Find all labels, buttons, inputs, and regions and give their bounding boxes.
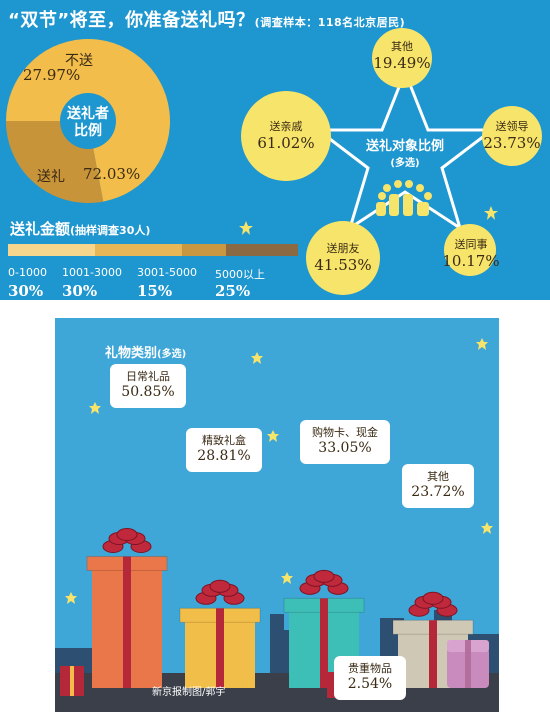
donut-center-label: 送礼者 比例 bbox=[53, 106, 123, 140]
credit-line: 新京报制图/郭宇 bbox=[152, 687, 226, 698]
amount-segment-1 bbox=[8, 244, 95, 256]
amount-value-2: 30% bbox=[62, 282, 98, 300]
bubble-leaders-text: 送领导 23.73% bbox=[483, 120, 541, 152]
gift-bow-icon bbox=[102, 528, 152, 554]
giver-ratio-donut: 送礼者 比例 不送 27.97% 送礼 72.03% bbox=[3, 36, 173, 206]
amount-subtitle: (抽样调查30人) bbox=[70, 224, 151, 237]
gift-category-panel: 礼物类别(多选) 日常礼品 50.85% 精致礼盒 28.81% 购物卡、现金 33.… bbox=[55, 318, 499, 712]
pink-gift-box bbox=[447, 640, 489, 688]
gift-chart-subtitle: (多选) bbox=[157, 349, 187, 360]
amount-segment-3 bbox=[182, 244, 226, 256]
bubble-leaders bbox=[482, 106, 542, 166]
callout-bubble bbox=[334, 656, 406, 700]
callout-bubble bbox=[186, 428, 262, 472]
bubble-friends bbox=[306, 221, 380, 295]
callout-other: 其他 23.72% bbox=[411, 470, 465, 500]
night-stars bbox=[65, 338, 493, 604]
callout-daily-gift: 日常礼品 50.85% bbox=[121, 370, 175, 400]
small-gift-box bbox=[60, 666, 84, 696]
amount-segment-2 bbox=[95, 244, 182, 256]
donut-center-line1: 送礼者 bbox=[67, 106, 109, 122]
amount-range-3: 3001-5000 bbox=[137, 266, 197, 279]
callout-luxury: 贵重物品 2.54% bbox=[347, 662, 393, 692]
amount-range-1: 0-1000 bbox=[8, 266, 47, 279]
donut-label-notgive: 不送 bbox=[65, 53, 93, 69]
amount-value-3: 15% bbox=[137, 282, 173, 300]
recipient-star-chart bbox=[239, 28, 542, 295]
amount-range-2: 1001-3000 bbox=[62, 266, 122, 279]
page-title: “双节”将至，你准备送礼吗？(调查样本：118名北京居民) bbox=[8, 10, 406, 31]
people-icon bbox=[376, 180, 432, 216]
star-title-line2: (多选) bbox=[390, 158, 420, 169]
callout-bubble bbox=[300, 420, 390, 464]
gift-bow-icon bbox=[195, 579, 245, 605]
amount-range-4: 5000以上 bbox=[215, 268, 265, 281]
deco-star bbox=[484, 206, 498, 220]
gift-bar-chart bbox=[55, 338, 499, 712]
bubble-relatives-text: 送亲戚 61.02% bbox=[257, 120, 315, 152]
amount-segment-4 bbox=[226, 244, 298, 256]
gift-ribbon bbox=[123, 556, 131, 688]
bubble-friends-text: 送朋友 41.53% bbox=[314, 242, 372, 274]
donut-value-notgive: 27.97% bbox=[23, 66, 81, 84]
top-panel: “双节”将至，你准备送礼吗？(调查样本：118名北京居民) 送礼者 比例 不送 … bbox=[0, 0, 550, 300]
bubble-relatives bbox=[241, 91, 331, 181]
survey-sample-note: (调查样本：118名北京居民) bbox=[254, 16, 406, 29]
gift-ribbon bbox=[216, 608, 224, 688]
gift-bow-icon bbox=[299, 569, 349, 595]
bubble-colleagues bbox=[444, 224, 496, 276]
big-star bbox=[313, 67, 497, 232]
callout-bubble bbox=[402, 464, 474, 508]
callout-layer bbox=[110, 364, 474, 700]
donut-value-give: 72.03% bbox=[83, 165, 141, 183]
deco-star bbox=[239, 221, 253, 235]
bubble-colleagues-text: 送同事 10.17% bbox=[442, 238, 500, 270]
amount-value-1: 30% bbox=[8, 282, 44, 300]
callout-bubble bbox=[110, 364, 186, 408]
gift-ribbon bbox=[429, 620, 437, 688]
gift-ribbon bbox=[320, 598, 328, 688]
amount-value-4: 25% bbox=[215, 282, 251, 300]
callout-card-cash: 购物卡、现金 33.05% bbox=[312, 426, 378, 456]
donut-center-line2: 比例 bbox=[74, 123, 102, 139]
callout-gift-box: 精致礼盒 28.81% bbox=[197, 434, 251, 464]
bubble-other-text: 其他 19.49% bbox=[373, 40, 431, 72]
star-title-line1: 送礼对象比例 bbox=[365, 139, 444, 154]
amount-title: 送礼金额(抽样调查30人) bbox=[10, 220, 151, 238]
star-chart-title: 送礼对象比例 (多选) bbox=[350, 138, 460, 172]
bubble-other bbox=[372, 28, 432, 88]
donut-label-give: 送礼 bbox=[37, 169, 65, 185]
donut-hole bbox=[60, 93, 116, 149]
gift-bow-icon bbox=[408, 591, 458, 617]
gift-chart-title: 礼物类别(多选) bbox=[105, 346, 187, 361]
